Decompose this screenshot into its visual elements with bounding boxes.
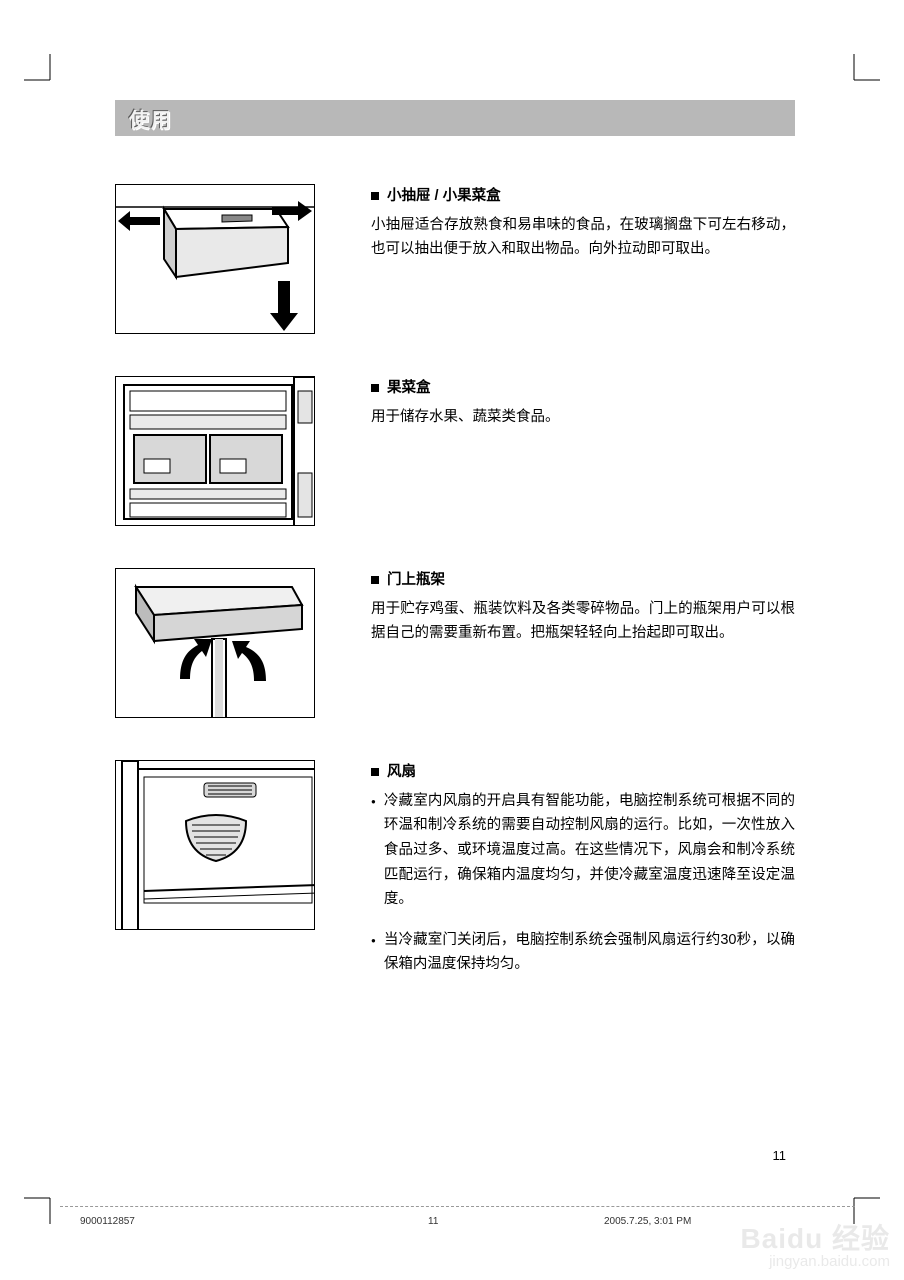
illustration-door-shelf — [115, 568, 315, 718]
illustration-small-drawer — [115, 184, 315, 334]
print-footer: 9000112857 11 2005.7.25, 3:01 PM — [60, 1206, 855, 1236]
heading: 风扇 — [371, 760, 795, 785]
body-text: 用于储存水果、蔬菜类食品。 — [371, 405, 795, 430]
section-text: 果菜盒 用于储存水果、蔬菜类食品。 — [371, 376, 795, 526]
footer-page: 11 — [428, 1216, 438, 1227]
heading: 小抽屉 / 小果菜盒 — [371, 184, 795, 209]
crop-mark-top-left — [24, 54, 60, 90]
section-crisper: 果菜盒 用于储存水果、蔬菜类食品。 — [115, 376, 795, 526]
section-title: 使用 — [129, 104, 173, 133]
body-text: 小抽屉适合存放熟食和易串味的食品，在玻璃搁盘下可左右移动，也可以抽出便于放入和取… — [371, 213, 795, 262]
bullet-text: 冷藏室内风扇的开启具有智能功能，电脑控制系统可根据不同的环温和制冷系统的需要自动… — [384, 789, 795, 912]
page-number: 11 — [773, 1148, 787, 1163]
section-title-bar: 使用 — [115, 100, 795, 136]
section-door-shelf: 门上瓶架 用于贮存鸡蛋、瓶装饮料及各类零碎物品。门上的瓶架用户可以根据自己的需要… — [115, 568, 795, 718]
heading: 果菜盒 — [371, 376, 795, 401]
watermark: Baidu 经验 jingyan.baidu.com — [740, 1217, 890, 1270]
bullet-text: 当冷藏室门关闭后，电脑控制系统会强制风扇运行约30秒，以确保箱内温度保持均匀。 — [384, 928, 795, 977]
section-text: 小抽屉 / 小果菜盒 小抽屉适合存放熟食和易串味的食品，在玻璃搁盘下可左右移动，… — [371, 184, 795, 334]
crop-mark-top-right — [844, 54, 880, 90]
illustration-fan — [115, 760, 315, 930]
body-text: 用于贮存鸡蛋、瓶装饮料及各类零碎物品。门上的瓶架用户可以根据自己的需要重新布置。… — [371, 597, 795, 646]
section-text: 门上瓶架 用于贮存鸡蛋、瓶装饮料及各类零碎物品。门上的瓶架用户可以根据自己的需要… — [371, 568, 795, 718]
illustration-crisper — [115, 376, 315, 526]
page-content: 使用 小抽屉 / 小果菜盒 小抽屉适合存放熟食和易串味的食品，在玻璃搁盘下可左右… — [115, 100, 795, 1025]
footer-doc-id: 9000112857 — [80, 1216, 135, 1227]
footer-datetime: 2005.7.25, 3:01 PM — [604, 1216, 691, 1227]
section-fan: 风扇 冷藏室内风扇的开启具有智能功能，电脑控制系统可根据不同的环温和制冷系统的需… — [115, 760, 795, 983]
heading: 门上瓶架 — [371, 568, 795, 593]
section-text: 风扇 冷藏室内风扇的开启具有智能功能，电脑控制系统可根据不同的环温和制冷系统的需… — [371, 760, 795, 983]
watermark-main: Baidu 经验 — [740, 1217, 890, 1257]
crop-mark-bottom-left — [24, 1188, 60, 1224]
section-small-drawer: 小抽屉 / 小果菜盒 小抽屉适合存放熟食和易串味的食品，在玻璃搁盘下可左右移动，… — [115, 184, 795, 334]
